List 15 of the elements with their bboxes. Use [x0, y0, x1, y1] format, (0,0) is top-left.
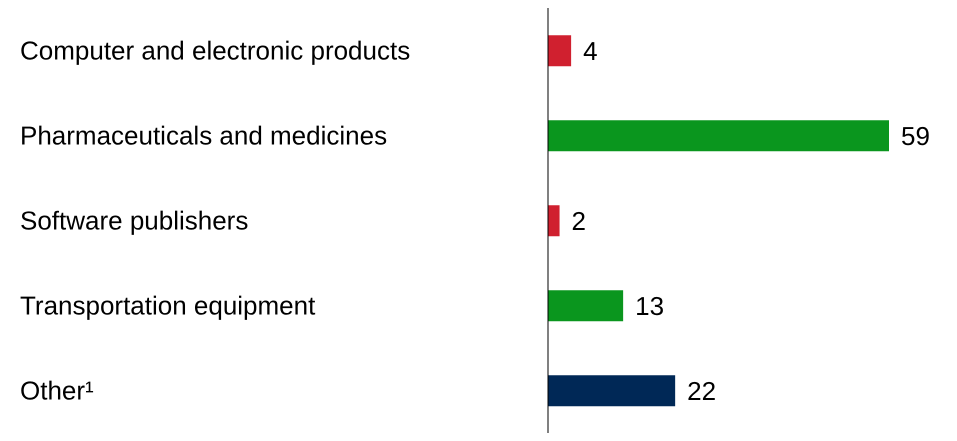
bar: [548, 35, 572, 66]
y-tick-label: Pharmaceuticals and medicines: [20, 120, 388, 150]
data-label: 2: [572, 206, 586, 236]
y-tick-label: Software publishers: [20, 206, 248, 236]
bar: [548, 120, 889, 152]
y-tick-label: Computer and electronic products: [20, 36, 410, 66]
data-label: 4: [583, 36, 598, 66]
data-label: 13: [635, 290, 664, 321]
bar: [548, 205, 560, 236]
data-label: 59: [901, 120, 930, 151]
y-tick-label: Other¹: [20, 376, 94, 406]
bar: [548, 290, 624, 322]
data-label: 22: [687, 376, 716, 406]
y-tick-label: Transportation equipment: [20, 290, 316, 320]
bar: [548, 375, 676, 406]
